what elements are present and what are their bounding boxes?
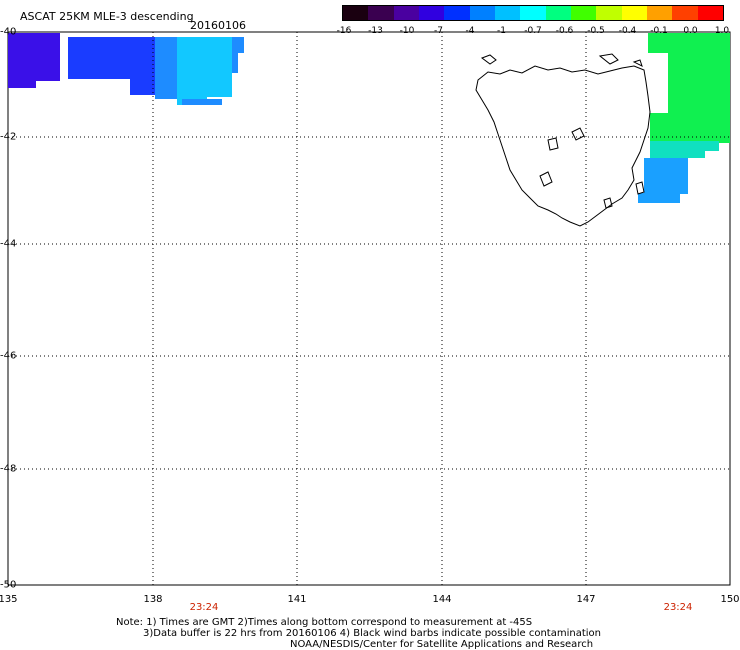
swath-cell (232, 37, 244, 53)
color-scale-label: -0.4 (618, 26, 637, 36)
swath-cell (644, 158, 688, 194)
color-scale-label: -7 (434, 26, 443, 36)
color-swatch (469, 6, 495, 20)
swath-cell (36, 33, 60, 81)
lon-label: 138 (143, 594, 163, 605)
color-swatch (646, 6, 673, 20)
west-swath (8, 33, 244, 105)
lat-label: -48 (0, 463, 17, 475)
color-scale-label: -13 (368, 26, 383, 36)
swath-time-label: 23:24 (663, 602, 693, 613)
color-swatch (418, 6, 445, 20)
color-swatch (444, 6, 470, 20)
color-swatch (570, 6, 597, 20)
swath-cell (638, 193, 680, 203)
swath-cell (207, 37, 232, 97)
lon-label: 144 (432, 594, 452, 605)
color-swatch (520, 6, 546, 20)
color-scale-label: -0.6 (555, 26, 574, 36)
swath-cell (650, 113, 730, 141)
swath-cell (8, 33, 36, 88)
lat-label: -44 (0, 238, 17, 250)
note-line-3: NOAA/NESDIS/Center for Satellite Applica… (290, 639, 594, 650)
map-date: 20160106 (190, 19, 246, 32)
color-swatch (343, 6, 369, 20)
color-scale-bar (342, 5, 724, 21)
tasmania-coastline (475, 65, 651, 227)
color-scale-label: -10 (399, 26, 415, 36)
color-scale-label: -16 (336, 26, 352, 36)
island-north (480, 53, 643, 67)
lat-label: -50 (0, 579, 17, 591)
lat-label: -40 (0, 26, 17, 38)
swath-cell (648, 33, 730, 53)
lon-label: 150 (720, 594, 740, 605)
lake-1 (539, 127, 585, 187)
color-swatch (545, 6, 571, 20)
color-scale-label: -0.7 (524, 26, 542, 36)
lon-label: 147 (576, 594, 596, 605)
lat-label: -42 (0, 131, 17, 143)
map-title: ASCAT 25KM MLE-3 descending (20, 10, 194, 23)
swath-cell (232, 53, 238, 73)
swath-cell (177, 37, 207, 105)
color-swatch (368, 6, 394, 20)
grid-lines (8, 32, 730, 585)
color-scale-label: 1.0 (714, 26, 730, 36)
color-scale-label: -0.5 (587, 26, 605, 36)
lon-label: 135 (0, 594, 18, 605)
swath-time-label: 23:24 (189, 602, 219, 613)
color-swatch (621, 6, 647, 20)
note-line-2: 3)Data buffer is 22 hrs from 20160106 4)… (143, 628, 601, 639)
color-swatch (494, 6, 521, 20)
color-scale-label: -4 (465, 26, 475, 36)
lon-label: 141 (287, 594, 307, 605)
map-frame (7, 31, 731, 586)
swath-cell (155, 37, 177, 99)
east-swath (638, 33, 730, 203)
color-scale-label: -1 (497, 26, 506, 36)
color-scale-label: 0.0 (683, 26, 698, 36)
color-swatch (672, 6, 698, 20)
color-swatch (596, 6, 622, 20)
island-east (603, 181, 645, 209)
color-scale-label: -0.1 (650, 26, 668, 36)
swath-cell (130, 37, 155, 95)
swath-cell (650, 141, 705, 158)
lat-label: -46 (0, 350, 17, 362)
swath-cell (68, 37, 130, 79)
swath-cell (705, 141, 719, 151)
color-swatch (393, 6, 419, 20)
swath-cell (182, 99, 222, 105)
note-line-1: Note: 1) Times are GMT 2)Times along bot… (116, 617, 533, 628)
color-swatch (697, 6, 723, 20)
